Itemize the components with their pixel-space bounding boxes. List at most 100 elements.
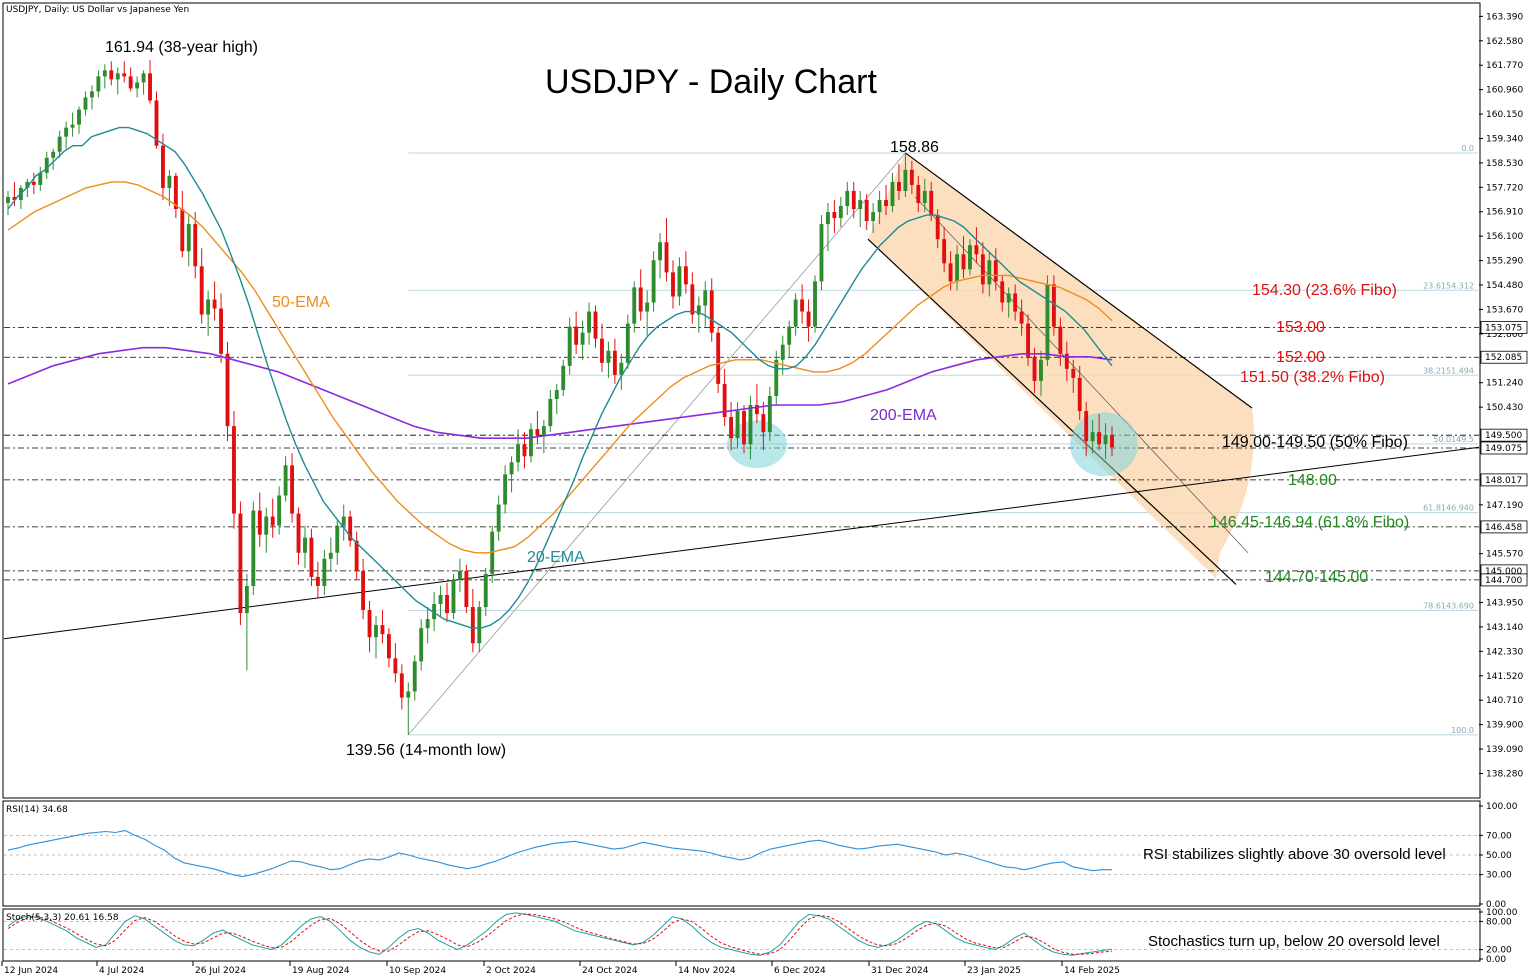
price-tick-label: 158.530 xyxy=(1486,159,1523,169)
candle-body xyxy=(490,531,495,574)
candle-body xyxy=(1090,432,1095,442)
rsi-tick-label: 50.00 xyxy=(1486,851,1512,861)
candle-body xyxy=(793,299,798,327)
candle-body xyxy=(393,658,398,674)
fibo-tag: 0.0 xyxy=(1461,144,1474,153)
price-tag-box xyxy=(1480,428,1528,442)
candle-body xyxy=(277,495,282,526)
candle-body xyxy=(309,537,314,577)
candle-body xyxy=(871,212,876,222)
candle-body xyxy=(328,552,333,559)
candle-body xyxy=(554,389,559,399)
price-tag-label: 153.075 xyxy=(1485,323,1522,333)
candle-body xyxy=(993,260,998,282)
candle-body xyxy=(115,73,120,80)
candle-body xyxy=(1019,311,1024,324)
candle-body xyxy=(419,628,424,662)
candle-body xyxy=(1097,432,1102,445)
price-axis: 163.390 162.580 161.770 160.960 160.150 159.3… xyxy=(1479,12,1528,779)
candle-body xyxy=(335,525,340,553)
candle-body xyxy=(696,305,701,315)
candle-body xyxy=(761,414,766,433)
price-tick-label: 156.910 xyxy=(1486,208,1523,218)
candle-body xyxy=(283,465,288,496)
candle-body xyxy=(122,73,127,77)
candle-body xyxy=(167,175,172,188)
candle-body xyxy=(432,604,437,620)
candle-body xyxy=(380,625,385,635)
candle-body xyxy=(238,513,243,614)
annot-148: 148.00 xyxy=(1288,472,1337,489)
candle-body xyxy=(754,405,759,415)
candle-body xyxy=(1058,326,1063,354)
candlestick-series xyxy=(6,60,1114,735)
ema20-line xyxy=(7,126,1113,629)
candle-body xyxy=(974,245,979,255)
time-tick-label: 26 Jul 2024 xyxy=(195,966,246,976)
price-tick-label: 140.710 xyxy=(1486,696,1523,706)
annot-ema20: 20-EMA xyxy=(527,549,585,566)
candle-body xyxy=(496,504,501,532)
fibo-tag: 61.8146.940 xyxy=(1423,504,1474,513)
candle-body xyxy=(832,212,837,219)
candle-body xyxy=(529,429,533,457)
candle-body xyxy=(212,299,217,309)
price-tag-box xyxy=(1480,520,1528,534)
channel-upper xyxy=(905,152,1253,409)
candle-body xyxy=(367,610,372,638)
candle-body xyxy=(748,405,753,445)
candle-body xyxy=(374,625,378,638)
candle-body xyxy=(270,516,275,526)
candle-body xyxy=(64,127,69,137)
candle-body xyxy=(851,190,856,210)
candle-body xyxy=(232,426,236,514)
candle-body xyxy=(1064,353,1069,369)
candle-body xyxy=(1006,293,1011,303)
candle-body xyxy=(173,175,178,210)
candle-body xyxy=(948,263,953,282)
candle-body xyxy=(1026,323,1031,357)
candle-body xyxy=(987,260,992,285)
candle-body xyxy=(780,344,785,360)
rsi-tick-label: 30.00 xyxy=(1486,871,1512,881)
candle-body xyxy=(774,359,779,396)
fibo-tag: 23.6154.312 xyxy=(1423,281,1474,290)
candle-body xyxy=(386,634,391,659)
annot-153: 153.00 xyxy=(1276,319,1325,336)
price-tick-label: 147.190 xyxy=(1486,501,1523,511)
candle-body xyxy=(1045,284,1050,360)
candle-body xyxy=(57,136,62,152)
price-tick-label: 138.280 xyxy=(1486,769,1523,779)
stoch-signal-line xyxy=(7,913,1113,955)
candle-body xyxy=(38,172,43,185)
price-tick-label: 139.090 xyxy=(1486,745,1523,755)
candle-body xyxy=(516,444,520,463)
candle-body xyxy=(677,266,682,297)
annot-low: 139.56 (14-month low) xyxy=(346,742,506,759)
annot-peak: 158.86 xyxy=(890,139,939,156)
main-price-panel xyxy=(2,2,1481,799)
candle-body xyxy=(406,691,411,698)
candle-body xyxy=(425,619,430,629)
annot-fibo382: 151.50 (38.2% Fibo) xyxy=(1240,369,1385,386)
time-tick-label: 4 Jul 2024 xyxy=(99,966,144,976)
candle-body xyxy=(522,444,527,457)
candle-body xyxy=(290,465,295,514)
candle-body xyxy=(154,100,159,146)
candle-body xyxy=(929,190,934,216)
candle-body xyxy=(593,311,598,339)
price-tag-label: 152.085 xyxy=(1485,353,1522,363)
candle-body xyxy=(341,516,346,526)
ema200-line xyxy=(7,346,1113,440)
annot-152: 152.00 xyxy=(1276,349,1325,366)
price-tag-label: 146.458 xyxy=(1485,523,1522,533)
candle-body xyxy=(1051,284,1056,327)
candle-body xyxy=(51,151,56,158)
stoch-tick-label: 80.00 xyxy=(1486,917,1512,927)
candle-body xyxy=(800,299,805,312)
candle-body xyxy=(1077,377,1082,412)
candle-body xyxy=(858,199,863,210)
candle-body xyxy=(580,332,585,345)
candle-body xyxy=(186,224,191,252)
